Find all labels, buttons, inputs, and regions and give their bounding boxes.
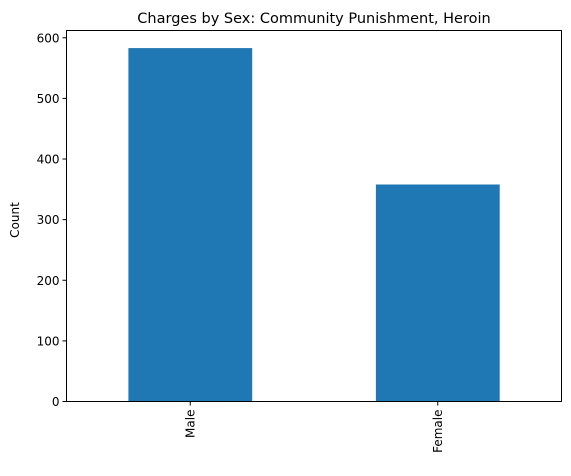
x-tick-label-male: Male bbox=[183, 410, 197, 438]
x-tick-label-female: Female bbox=[431, 410, 445, 453]
y-tick-label-0: 0 bbox=[52, 395, 60, 409]
y-tick-label-500: 500 bbox=[37, 92, 60, 106]
plot-area: Male Female 0 100 200 300 400 500 600 bbox=[37, 31, 500, 453]
y-tick-label-400: 400 bbox=[37, 153, 60, 167]
bar-female bbox=[375, 184, 500, 402]
y-tick-label-300: 300 bbox=[37, 213, 60, 227]
y-axis-label: Count bbox=[8, 202, 22, 238]
bar-male bbox=[128, 48, 253, 402]
y-tick-label-100: 100 bbox=[37, 334, 60, 348]
y-tick-label-600: 600 bbox=[37, 31, 60, 45]
chart-title: Charges by Sex: Community Punishment, He… bbox=[137, 11, 490, 27]
plot-frame bbox=[66, 30, 562, 402]
y-tick-label-200: 200 bbox=[37, 274, 60, 288]
